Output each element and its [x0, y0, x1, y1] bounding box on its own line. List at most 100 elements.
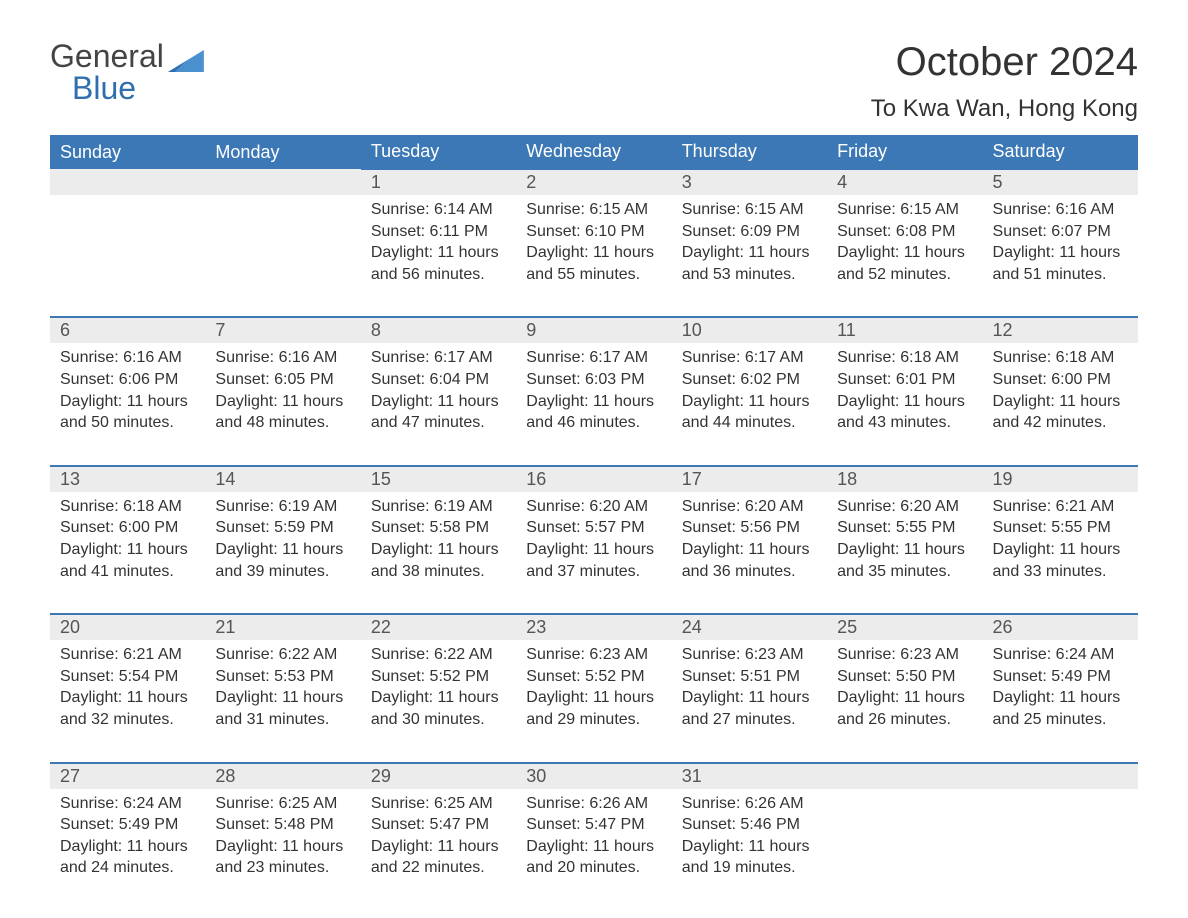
sunrise-text: Sunrise: 6:17 AM — [682, 347, 817, 369]
day-number-cell: 31 — [672, 763, 827, 789]
daylight-text-2: and 37 minutes. — [526, 561, 661, 583]
day-number-cell — [205, 169, 360, 195]
daylight-text-1: Daylight: 11 hours — [215, 391, 350, 413]
sunrise-text: Sunrise: 6:20 AM — [682, 496, 817, 518]
weekday-header-row: Sunday Monday Tuesday Wednesday Thursday… — [50, 135, 1138, 169]
sunrise-text: Sunrise: 6:19 AM — [215, 496, 350, 518]
daylight-text-1: Daylight: 11 hours — [526, 391, 661, 413]
sunset-text: Sunset: 5:52 PM — [371, 666, 506, 688]
day-body-cell: Sunrise: 6:22 AMSunset: 5:53 PMDaylight:… — [205, 640, 360, 748]
sunrise-text: Sunrise: 6:23 AM — [526, 644, 661, 666]
daylight-text-1: Daylight: 11 hours — [371, 391, 506, 413]
day-number-cell: 27 — [50, 763, 205, 789]
day-number-cell: 24 — [672, 614, 827, 640]
daylight-text-2: and 39 minutes. — [215, 561, 350, 583]
day-number-cell: 14 — [205, 466, 360, 492]
daylight-text-2: and 41 minutes. — [60, 561, 195, 583]
sunset-text: Sunset: 5:56 PM — [682, 517, 817, 539]
sunset-text: Sunset: 5:57 PM — [526, 517, 661, 539]
day-body-cell: Sunrise: 6:25 AMSunset: 5:48 PMDaylight:… — [205, 789, 360, 897]
daylight-text-2: and 23 minutes. — [215, 857, 350, 879]
daylight-text-1: Daylight: 11 hours — [682, 242, 817, 264]
daylight-text-1: Daylight: 11 hours — [837, 242, 972, 264]
sunset-text: Sunset: 5:47 PM — [371, 814, 506, 836]
day-body-row: Sunrise: 6:21 AMSunset: 5:54 PMDaylight:… — [50, 640, 1138, 748]
day-body-cell — [827, 789, 982, 897]
weekday-header: Saturday — [983, 135, 1138, 169]
day-body-cell: Sunrise: 6:25 AMSunset: 5:47 PMDaylight:… — [361, 789, 516, 897]
daylight-text-1: Daylight: 11 hours — [993, 242, 1128, 264]
daylight-text-2: and 53 minutes. — [682, 264, 817, 286]
daylight-text-1: Daylight: 11 hours — [371, 687, 506, 709]
day-body-cell: Sunrise: 6:17 AMSunset: 6:02 PMDaylight:… — [672, 343, 827, 451]
sunrise-text: Sunrise: 6:20 AM — [837, 496, 972, 518]
day-body-cell: Sunrise: 6:17 AMSunset: 6:04 PMDaylight:… — [361, 343, 516, 451]
logo-text-general: General — [50, 40, 164, 72]
day-body-cell: Sunrise: 6:17 AMSunset: 6:03 PMDaylight:… — [516, 343, 671, 451]
title-block: October 2024 To Kwa Wan, Hong Kong — [871, 40, 1138, 123]
day-body-cell: Sunrise: 6:18 AMSunset: 6:00 PMDaylight:… — [983, 343, 1138, 451]
sunrise-text: Sunrise: 6:15 AM — [526, 199, 661, 221]
spacer — [50, 452, 1138, 466]
day-body-cell: Sunrise: 6:19 AMSunset: 5:59 PMDaylight:… — [205, 492, 360, 600]
day-number-cell: 13 — [50, 466, 205, 492]
sunset-text: Sunset: 6:01 PM — [837, 369, 972, 391]
daylight-text-2: and 33 minutes. — [993, 561, 1128, 583]
sunrise-text: Sunrise: 6:25 AM — [215, 793, 350, 815]
sunset-text: Sunset: 5:47 PM — [526, 814, 661, 836]
sunset-text: Sunset: 5:48 PM — [215, 814, 350, 836]
day-number-cell: 10 — [672, 317, 827, 343]
sunrise-text: Sunrise: 6:18 AM — [993, 347, 1128, 369]
daylight-text-1: Daylight: 11 hours — [215, 539, 350, 561]
daylight-text-1: Daylight: 11 hours — [993, 391, 1128, 413]
daylight-text-2: and 30 minutes. — [371, 709, 506, 731]
day-body-row: Sunrise: 6:18 AMSunset: 6:00 PM Daylight:… — [50, 492, 1138, 600]
daylight-text-2: and 52 minutes. — [837, 264, 972, 286]
day-number-cell: 23 — [516, 614, 671, 640]
day-number-cell: 8 — [361, 317, 516, 343]
sunrise-text: Sunrise: 6:18 AM — [60, 496, 195, 518]
sunset-text: Sunset: 6:00 PM — [60, 517, 195, 539]
daylight-text-1: Daylight: 11 hours — [215, 836, 350, 858]
daylight-text-1: Daylight: 11 hours — [837, 391, 972, 413]
sunset-text: Sunset: 6:04 PM — [371, 369, 506, 391]
day-number-cell: 29 — [361, 763, 516, 789]
sunset-text: Sunset: 6:08 PM — [837, 221, 972, 243]
daylight-text-1: Daylight: 11 hours — [526, 539, 661, 561]
weekday-header: Thursday — [672, 135, 827, 169]
weekday-header: Sunday — [50, 135, 205, 169]
sunset-text: Sunset: 6:10 PM — [526, 221, 661, 243]
daylight-text-1: Daylight: 11 hours — [682, 687, 817, 709]
sunset-text: Sunset: 5:58 PM — [371, 517, 506, 539]
sunrise-text: Sunrise: 6:24 AM — [993, 644, 1128, 666]
day-number-cell: 6 — [50, 317, 205, 343]
weekday-header: Friday — [827, 135, 982, 169]
weekday-header: Tuesday — [361, 135, 516, 169]
daylight-text-1: Daylight: 11 hours — [837, 687, 972, 709]
day-body-cell: Sunrise: 6:15 AMSunset: 6:09 PMDaylight:… — [672, 195, 827, 303]
day-body-cell: Sunrise: 6:16 AMSunset: 6:06 PMDaylight:… — [50, 343, 205, 451]
day-number-cell: 18 — [827, 466, 982, 492]
day-body-cell: Sunrise: 6:23 AMSunset: 5:50 PMDaylight:… — [827, 640, 982, 748]
sunrise-text: Sunrise: 6:24 AM — [60, 793, 195, 815]
day-number-cell: 22 — [361, 614, 516, 640]
sunrise-text: Sunrise: 6:16 AM — [215, 347, 350, 369]
daylight-text-2: and 51 minutes. — [993, 264, 1128, 286]
day-body-cell: Sunrise: 6:21 AMSunset: 5:55 PMDaylight:… — [983, 492, 1138, 600]
sunrise-text: Sunrise: 6:25 AM — [371, 793, 506, 815]
day-number-cell — [983, 763, 1138, 789]
day-number-cell: 9 — [516, 317, 671, 343]
day-body-cell: Sunrise: 6:20 AMSunset: 5:55 PMDaylight:… — [827, 492, 982, 600]
day-number-cell: 7 — [205, 317, 360, 343]
logo-text-blue: Blue — [50, 72, 136, 104]
daylight-text-2: and 44 minutes. — [682, 412, 817, 434]
sunset-text: Sunset: 5:55 PM — [993, 517, 1128, 539]
day-number-cell: 17 — [672, 466, 827, 492]
day-number-cell: 5 — [983, 169, 1138, 195]
day-body-cell: Sunrise: 6:19 AMSunset: 5:58 PMDaylight:… — [361, 492, 516, 600]
sunrise-text: Sunrise: 6:17 AM — [526, 347, 661, 369]
sunset-text: Sunset: 6:02 PM — [682, 369, 817, 391]
daylight-text-1: Daylight: 11 hours — [60, 687, 195, 709]
sunset-text: Sunset: 6:11 PM — [371, 221, 506, 243]
daylight-text-1: Daylight: 11 hours — [371, 836, 506, 858]
